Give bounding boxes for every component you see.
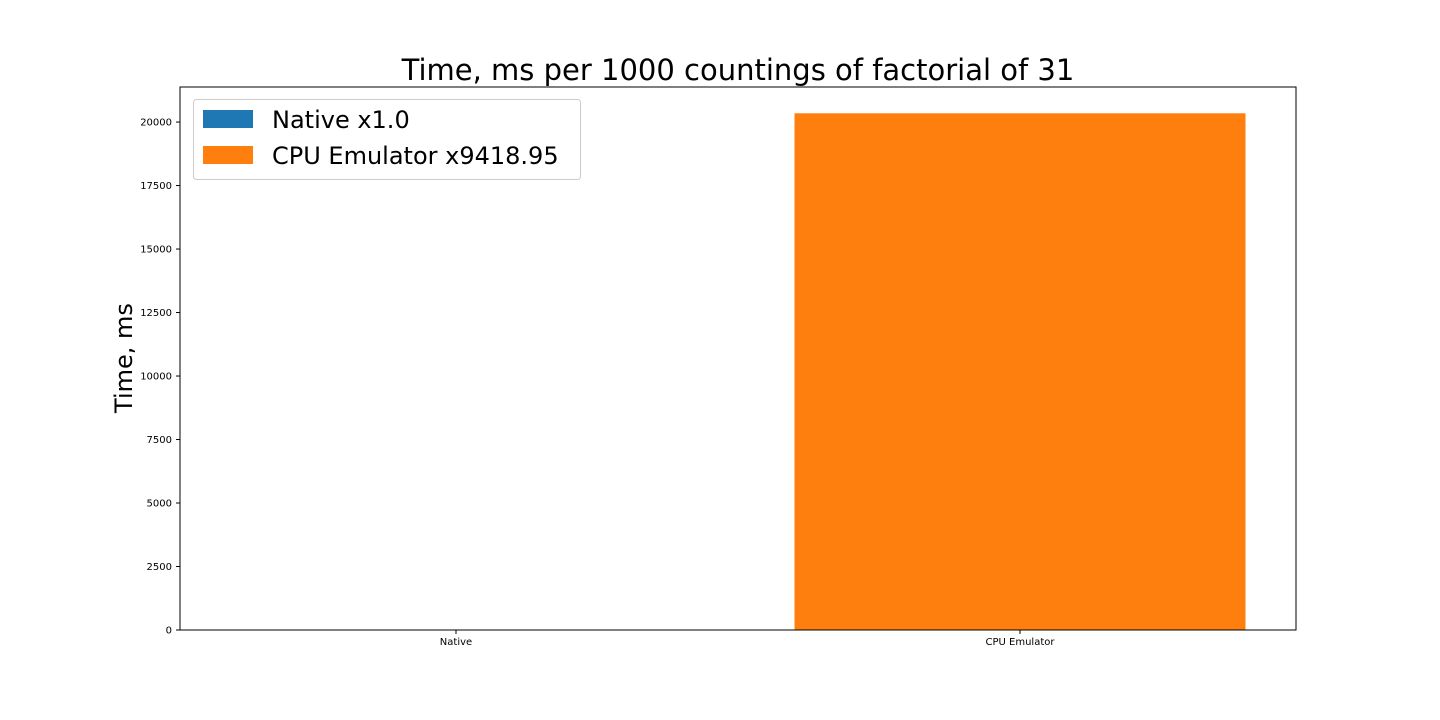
y-tick-label: 7500: [147, 435, 172, 446]
x-tick-label-native: Native: [440, 637, 472, 648]
legend-frame: [193, 99, 581, 180]
y-tick-label: 20000: [140, 118, 172, 129]
y-tick-label: 0: [166, 626, 172, 637]
legend-swatch-cpu-emulator: [203, 146, 253, 164]
legend-label-native: Native x1.0: [272, 106, 410, 134]
y-tick-label: 15000: [140, 245, 172, 256]
y-tick-label: 10000: [140, 372, 172, 383]
chart-title: Time, ms per 1000 countings of factorial…: [401, 53, 1075, 87]
bar-cpu-emulator: [794, 113, 1246, 630]
y-tick-label: 2500: [147, 562, 172, 573]
legend-swatch-native: [203, 110, 253, 128]
y-axis-ticks: 0 2500 5000 7500 10000 12500 15000 17500 20000: [140, 118, 180, 637]
y-tick-label: 12500: [140, 308, 172, 319]
bars: [230, 113, 1246, 630]
x-tick-label-cpu-emulator: CPU Emulator: [986, 637, 1056, 648]
y-tick-label: 5000: [147, 499, 172, 510]
plot-area-frame: [179, 86, 1297, 631]
x-axis-ticks: Native CPU Emulator: [440, 630, 1056, 648]
y-axis-label: Time, ms: [110, 303, 138, 414]
legend: Native x1.0 CPU Emulator x9418.95: [193, 99, 581, 180]
y-tick-label: 17500: [140, 181, 172, 192]
legend-label-cpu-emulator: CPU Emulator x9418.95: [272, 142, 559, 170]
